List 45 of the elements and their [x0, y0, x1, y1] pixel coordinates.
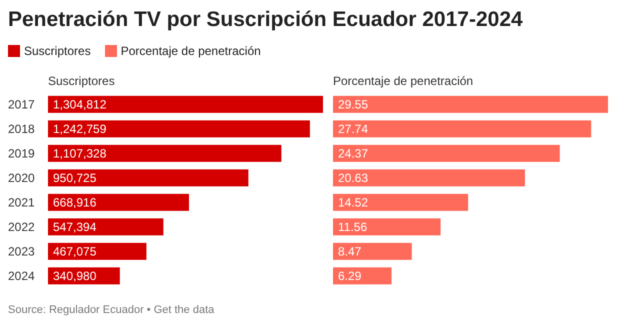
source-note: Source: Regulador Ecuador • Get the data — [8, 304, 216, 316]
chart-title: Penetración TV por Suscripción Ecuador 2017-2024 — [8, 8, 524, 33]
data-label: 27.74 — [338, 122, 368, 136]
bar — [48, 169, 248, 186]
legend-label: Porcentaje de penetración — [120, 44, 261, 58]
data-label: 20.63 — [338, 171, 368, 186]
y-tick-label: 2022 — [8, 220, 36, 234]
bar — [333, 267, 392, 284]
y-tick-label: 2019 — [8, 146, 36, 161]
data-label: 1,242,759 — [53, 122, 107, 136]
y-tick-label: 2018 — [8, 122, 36, 136]
data-label: 467,075 — [53, 244, 97, 259]
bar — [333, 218, 441, 236]
bar — [333, 144, 560, 162]
y-tick-label: 2020 — [8, 171, 36, 186]
bar — [333, 96, 608, 113]
bar — [333, 194, 468, 211]
data-label: 547,394 — [53, 220, 97, 234]
data-label: 11.56 — [338, 220, 368, 234]
legend-label: Suscriptores — [23, 44, 91, 58]
data-label: 8.47 — [338, 244, 362, 259]
data-label: 1,107,328 — [53, 146, 107, 161]
y-tick-label: 2023 — [8, 244, 36, 259]
data-label: 1,304,812 — [53, 98, 107, 112]
text: Suscriptores — [48, 74, 115, 88]
text: Porcentaje de penetración — [333, 74, 474, 88]
data-label: 668,916 — [53, 196, 97, 210]
y-tick-label: 2017 — [8, 98, 36, 112]
bar — [48, 218, 164, 236]
data-label: 24.37 — [338, 146, 368, 161]
bar — [48, 144, 282, 162]
bar — [48, 120, 310, 138]
bar — [333, 242, 412, 260]
data-label: 29.55 — [338, 98, 368, 112]
bar — [48, 242, 146, 260]
data-label: 950,725 — [53, 171, 97, 186]
y-tick-label: 2021 — [8, 196, 36, 210]
y-tick-label: 2024 — [8, 269, 36, 284]
data-label: 340,980 — [53, 269, 97, 284]
data-label: 6.29 — [338, 269, 362, 284]
bar — [333, 120, 592, 138]
bar — [333, 169, 525, 186]
bar — [48, 194, 189, 211]
bar — [48, 96, 323, 113]
data-label: 14.52 — [338, 196, 368, 210]
